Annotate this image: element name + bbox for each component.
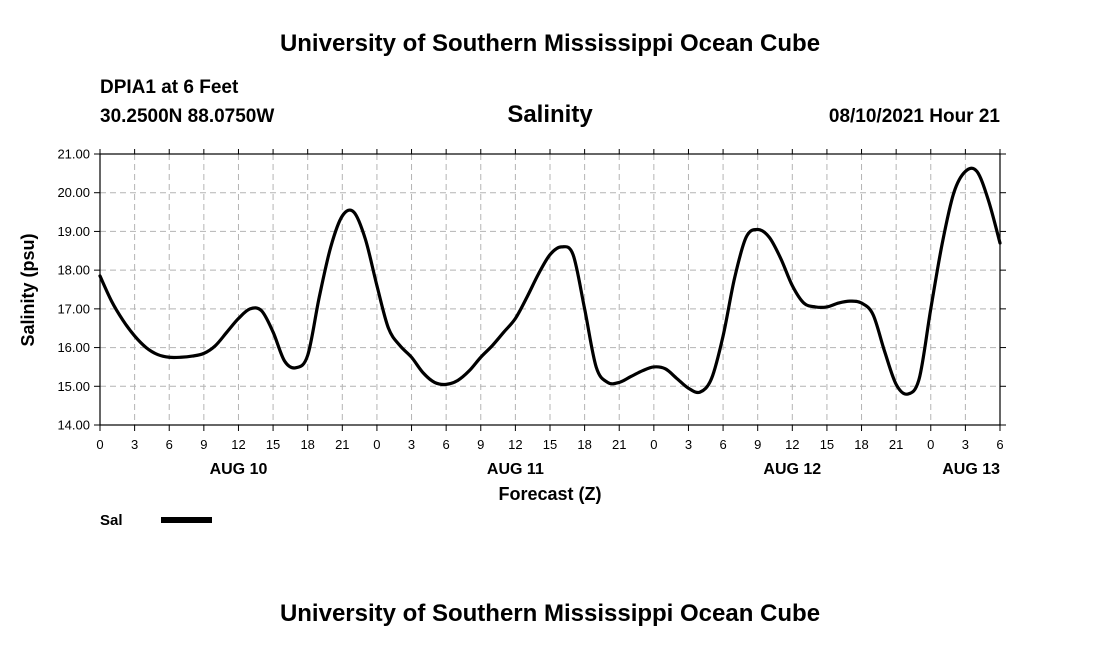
y-axis-title: Salinity (psu) (18, 233, 38, 346)
y-tick-label: 20.00 (57, 185, 90, 200)
x-tick-labels: 0 3 6 9 12 15 18 21 0 3 6 9 12 15 18 21 0 3 6 9 12 15 18 21 0 3 6 (96, 437, 1003, 452)
x-tick-label: 21 (889, 437, 903, 452)
y-tick-label: 14.00 (57, 418, 90, 433)
day-label: AUG 12 (763, 461, 821, 478)
x-tick-label: 18 (577, 437, 591, 452)
x-tick-label: 12 (785, 437, 799, 452)
x-tick-label: 18 (854, 437, 868, 452)
x-tick-label: 21 (612, 437, 626, 452)
x-tick-label: 3 (408, 437, 415, 452)
y-tick-label: 18.00 (57, 263, 90, 278)
x-tick-label: 0 (96, 437, 103, 452)
x-tick-label: 15 (266, 437, 280, 452)
day-label: AUG 13 (942, 461, 1000, 478)
y-tick-label: 15.00 (57, 379, 90, 394)
station-coordinates: 30.2500N 88.0750W (100, 106, 275, 127)
legend-label-sal: Sal (100, 512, 123, 529)
axis-ticks (94, 149, 1006, 431)
page-title: University of Southern Mississippi Ocean… (279, 30, 821, 57)
x-tick-label: 12 (231, 437, 245, 452)
day-labels: AUG 10 AUG 11 AUG 12 AUG 13 (210, 461, 1001, 478)
x-tick-label: 6 (719, 437, 726, 452)
footer-title: University of Southern Mississippi Ocean… (279, 600, 821, 627)
x-axis-title: Forecast (Z) (498, 484, 601, 504)
station-label: DPIA1 at 6 Feet (100, 77, 239, 98)
x-tick-label: 9 (754, 437, 761, 452)
x-tick-label: 0 (927, 437, 934, 452)
x-tick-label: 9 (477, 437, 484, 452)
x-tick-label: 3 (962, 437, 969, 452)
x-tick-label: 3 (685, 437, 692, 452)
x-tick-label: 9 (200, 437, 207, 452)
day-label: AUG 11 (487, 461, 544, 478)
x-tick-label: 12 (508, 437, 522, 452)
plot-frame (99, 153, 1001, 426)
series-line-sal (98, 166, 1002, 396)
y-tick-label: 19.00 (57, 224, 90, 239)
x-tick-label: 15 (543, 437, 557, 452)
y-tick-label: 21.00 (57, 147, 90, 162)
x-tick-label: 0 (650, 437, 657, 452)
chart-title: Salinity (507, 101, 593, 128)
x-tick-label: 3 (131, 437, 138, 452)
x-tick-label: 6 (166, 437, 173, 452)
y-tick-label: 16.00 (57, 340, 90, 355)
x-tick-label: 18 (300, 437, 314, 452)
series-layer (98, 166, 1002, 396)
y-tick-labels: 14.00 15.00 16.00 17.00 18.00 19.00 20.00 21.00 (57, 147, 90, 433)
y-tick-label: 17.00 (57, 301, 90, 316)
x-tick-label: 21 (335, 437, 349, 452)
grid-lines (100, 154, 1000, 425)
day-label: AUG 10 (210, 461, 268, 478)
x-tick-label: 6 (996, 437, 1003, 452)
x-tick-label: 6 (443, 437, 450, 452)
x-tick-label: 15 (820, 437, 834, 452)
x-tick-label: 0 (373, 437, 380, 452)
forecast-timestamp: 08/10/2021 Hour 21 (828, 106, 1000, 127)
